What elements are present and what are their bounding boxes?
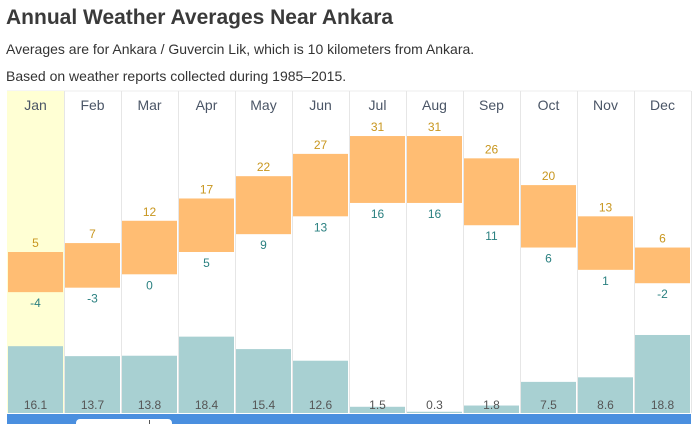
precip-bar (464, 405, 519, 413)
temp-range-bar (464, 158, 519, 226)
precip-bar (236, 349, 291, 413)
temp-range-bar (236, 176, 291, 235)
month-label: Mar (137, 97, 161, 113)
high-temp-label: 26 (485, 142, 499, 156)
month-label: Jan (24, 97, 47, 113)
precip-bar (293, 360, 348, 413)
precip-label: 13.8 (138, 398, 162, 412)
month-label: Sep (479, 97, 504, 113)
month-label: Oct (538, 97, 560, 113)
month-label: Nov (593, 97, 618, 113)
precip-label: 0.3 (426, 398, 443, 412)
temp-range-bar (407, 136, 462, 203)
high-temp-label: 31 (371, 120, 385, 134)
month-label: Jul (369, 97, 387, 113)
low-temp-label: 16 (428, 207, 442, 221)
month-label: Apr (196, 97, 218, 113)
precip-label: 15.4 (252, 398, 276, 412)
low-temp-label: 1 (602, 274, 609, 288)
temp-range-bar (65, 243, 120, 288)
precip-bar (8, 346, 63, 413)
low-temp-label: 16 (371, 207, 385, 221)
precip-label: 12.6 (309, 398, 333, 412)
scrollbar-track[interactable] (7, 414, 691, 424)
low-temp-label: 5 (203, 256, 210, 270)
temp-range-bar (179, 198, 234, 252)
temp-range-bar (350, 136, 405, 203)
precip-bar (407, 411, 462, 413)
month-label: Jun (309, 97, 332, 113)
temp-range-bar (635, 247, 690, 284)
temp-range-bar (8, 252, 63, 293)
month-label: Aug (422, 97, 447, 113)
low-temp-label: 6 (545, 252, 552, 266)
date-range-note: Based on weather reports collected durin… (6, 68, 347, 84)
precip-label: 1.8 (483, 398, 500, 412)
precip-bar (179, 336, 234, 413)
low-temp-label: 13 (314, 220, 328, 234)
temp-range-bar (578, 216, 633, 270)
high-temp-label: 6 (659, 232, 666, 246)
page-title: Annual Weather Averages Near Ankara (6, 6, 394, 29)
temp-range-bar (293, 153, 348, 217)
month-label: May (250, 97, 276, 113)
precip-bar (350, 406, 405, 413)
low-temp-label: 0 (146, 278, 153, 292)
precip-label: 13.7 (81, 398, 105, 412)
high-temp-label: 17 (200, 182, 214, 196)
location-note: Averages are for Ankara / Guvercin Lik, … (6, 41, 475, 57)
low-temp-label: 11 (485, 229, 498, 243)
precip-bar (521, 381, 576, 413)
precip-label: 1.5 (369, 398, 386, 412)
scrollbar-thumb[interactable] (76, 419, 172, 429)
precip-label: 7.5 (540, 398, 557, 412)
precip-label: 18.8 (651, 398, 675, 412)
high-temp-label: 12 (143, 205, 157, 219)
high-temp-label: 20 (542, 169, 556, 183)
precip-label: 8.6 (597, 398, 614, 412)
precip-label: 18.4 (195, 398, 219, 412)
low-temp-label: -3 (87, 292, 98, 306)
precip-bar (635, 334, 690, 413)
precip-bar (65, 356, 120, 413)
scrollbar-divider (149, 420, 150, 424)
temp-range-bar (521, 185, 576, 248)
high-temp-label: 27 (314, 138, 328, 152)
high-temp-label: 5 (32, 236, 39, 250)
precip-bar (122, 355, 177, 413)
low-temp-label: 9 (260, 238, 267, 252)
high-temp-label: 31 (428, 120, 442, 134)
month-label: Feb (80, 97, 104, 113)
high-temp-label: 7 (89, 227, 96, 241)
precip-bar (578, 377, 633, 413)
month-label: Dec (650, 97, 675, 113)
temp-range-bar (122, 220, 177, 275)
low-temp-label: -2 (657, 287, 668, 301)
high-temp-label: 22 (257, 160, 271, 174)
precip-label: 16.1 (24, 398, 48, 412)
low-temp-label: -4 (30, 296, 41, 310)
high-temp-label: 13 (599, 200, 613, 214)
